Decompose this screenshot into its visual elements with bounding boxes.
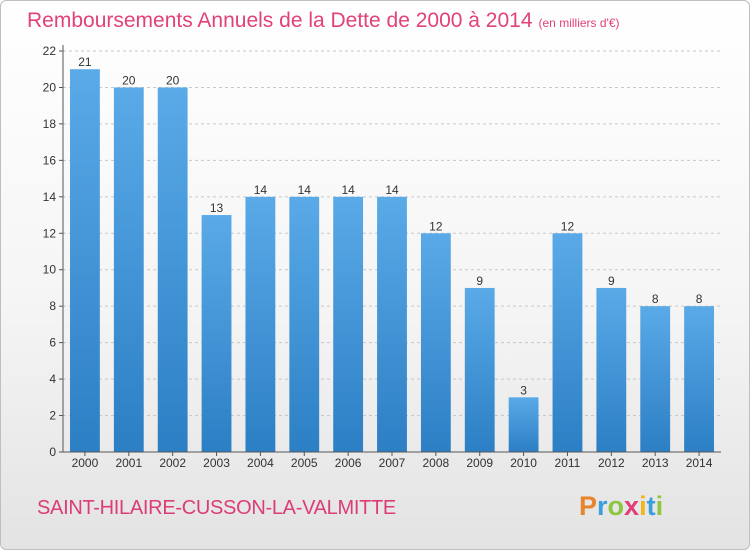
x-tick-label: 2010 [510,456,537,470]
x-tick-label: 2013 [642,456,669,470]
bar [596,287,627,452]
logo-letter: t [646,491,656,521]
y-tick-label: 18 [43,117,57,131]
axis-layer: 0 2 4 6 8 10 12 14 16 18 20 22 2000 2001 2002 2003 2004 2… [43,44,721,470]
x-tick-label: 2005 [291,456,318,470]
y-tick-label: 4 [49,372,56,386]
y-tick-label: 16 [43,153,57,167]
value-label: 8 [652,292,659,306]
x-tick-label: 2004 [247,456,274,470]
chart-title: Remboursements Annuels de la Dette de 20… [27,9,620,33]
bar [201,215,232,452]
x-tick-label: 2009 [466,456,493,470]
bar [640,306,671,452]
y-tick-label: 22 [43,44,57,58]
bar [552,233,583,452]
bar [464,287,495,452]
logo-letter: o [607,491,625,521]
value-label: 14 [298,183,312,197]
bar-layer: 21 20 20 13 14 14 14 14 12 9 3 12 9 8 8 [70,55,714,453]
bar [289,196,320,452]
proxiti-logo[interactable]: Proxiti [579,491,663,522]
value-label: 9 [608,274,615,288]
bar [508,397,539,452]
y-tick-label: 20 [43,80,57,94]
logo-letter: i [639,491,647,521]
value-label: 20 [122,73,136,87]
y-tick-label: 12 [43,226,57,240]
logo-letter: r [597,491,608,521]
chart-unit: (en milliers d'€) [538,16,620,30]
value-label: 13 [210,201,224,215]
bar [684,306,714,452]
logo-letter: P [579,491,598,521]
value-label: 14 [385,183,399,197]
y-tick-label: 2 [49,409,56,423]
x-tick-label: 2003 [203,456,230,470]
y-tick-label: 6 [49,336,56,350]
y-tick-label: 10 [43,263,57,277]
bar [245,196,276,452]
bar [420,233,451,452]
value-label: 14 [254,183,268,197]
y-tick-label: 8 [49,299,56,313]
value-label: 9 [476,274,483,288]
value-label: 20 [166,73,180,87]
value-label: 8 [696,292,703,306]
x-tick-label: 2011 [555,456,581,470]
logo-letter: i [655,491,664,521]
x-tick-label: 2001 [115,456,142,470]
value-label: 21 [78,55,92,69]
bar [157,87,188,453]
value-label: 3 [520,383,527,397]
bar [333,196,364,452]
x-tick-label: 2000 [72,456,99,470]
y-tick-label: 14 [43,190,57,204]
commune-name: SAINT-HILAIRE-CUSSON-LA-VALMITTE [37,497,396,519]
x-tick-label: 2014 [686,456,713,470]
y-tick-label: 0 [49,445,56,459]
x-tick-label: 2012 [598,456,625,470]
x-tick-label: 2008 [423,456,450,470]
bar [113,87,144,453]
value-label: 14 [341,183,355,197]
bar [377,196,407,452]
chart-title-text: Remboursements Annuels de la Dette de 20… [27,9,533,32]
bar [70,69,100,453]
logo-letter: x [624,491,640,521]
value-label: 12 [561,219,575,233]
x-tick-label: 2007 [379,456,406,470]
value-label: 12 [429,219,443,233]
x-tick-label: 2002 [159,456,186,470]
x-tick-label: 2006 [335,456,362,470]
